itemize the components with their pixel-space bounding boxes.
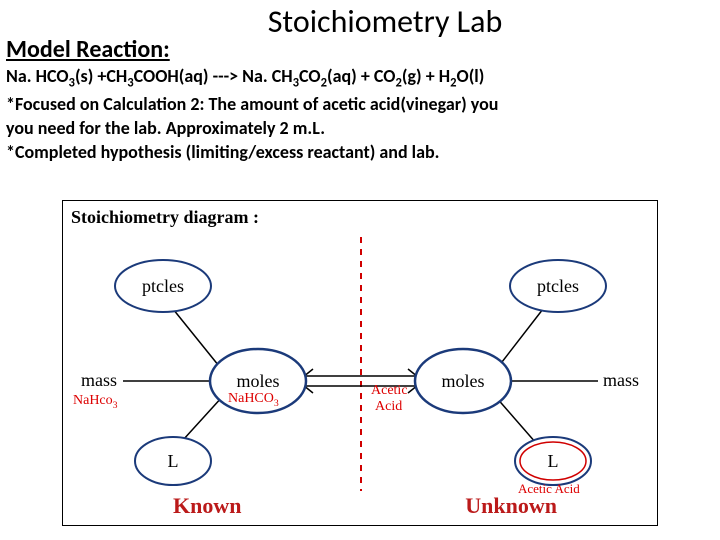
unknown-label: Unknown	[465, 493, 557, 519]
eq-part: Na. HCO	[6, 65, 69, 87]
hand-acid: Acid	[375, 399, 402, 415]
eq-part: COOH(aq) ---> Na. CH	[134, 65, 293, 87]
node-moles-unknown: moles	[442, 371, 485, 391]
diagram-svg: ptcles mass moles L ptcles mass moles L	[63, 201, 659, 527]
node-ptcles-known: ptcles	[142, 276, 184, 296]
body-line-3: you need for the lab. Approximately 2 m.…	[0, 116, 720, 140]
hand-acetic: Acetic	[371, 383, 408, 399]
eq-part: (g) + H	[402, 65, 450, 87]
stoichiometry-diagram: Stoichiometry diagram : ptcles mass mole…	[62, 200, 658, 526]
node-mass-known: mass	[81, 370, 117, 390]
node-L-known: L	[168, 451, 179, 471]
node-L-unknown: L	[548, 451, 559, 471]
eq-part: CO	[299, 65, 321, 87]
eq-part: O(l)	[457, 65, 485, 87]
eq-part: (s) +CH	[75, 65, 127, 87]
eq-part: (aq) + CO	[327, 65, 395, 87]
hand-nahco-center: NaHCO3	[228, 391, 279, 409]
hand-nahco-left: NaHco3	[73, 393, 118, 411]
node-mass-unknown: mass	[603, 370, 639, 390]
node-ptcles-unknown: ptcles	[537, 276, 579, 296]
equation-line: Na. HCO3(s) +CH3COOH(aq) ---> Na. CH3CO2…	[0, 64, 720, 92]
body-line-4: *Completed hypothesis (limiting/excess r…	[0, 140, 720, 164]
known-label: Known	[173, 493, 241, 519]
node-moles-known: moles	[237, 371, 280, 391]
body-line-2: *Focused on Calculation 2: The amount of…	[0, 92, 720, 116]
